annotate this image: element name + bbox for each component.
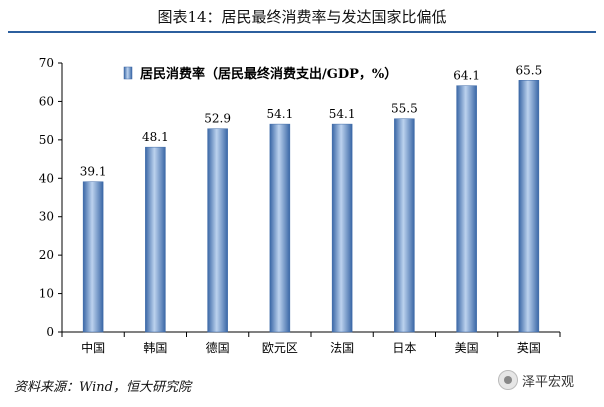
data-label: 55.5 xyxy=(391,102,418,116)
y-tick-label: 0 xyxy=(46,325,54,339)
watermark: 泽平宏观 xyxy=(498,370,574,390)
data-label: 39.1 xyxy=(80,165,107,179)
y-tick-label: 50 xyxy=(39,133,54,147)
wechat-icon xyxy=(498,370,518,390)
data-label: 48.1 xyxy=(142,130,169,144)
y-tick-label: 10 xyxy=(39,287,54,301)
source-note: 资料来源：Wind，恒大研究院 xyxy=(14,380,191,395)
bar xyxy=(518,80,540,333)
watermark-text: 泽平宏观 xyxy=(522,374,575,390)
bar xyxy=(145,146,166,333)
y-tick-label: 20 xyxy=(39,248,54,262)
y-tick-label: 40 xyxy=(39,171,54,185)
data-label: 64.1 xyxy=(453,69,480,83)
x-tick-label: 韩国 xyxy=(143,340,167,355)
title-divider xyxy=(8,31,596,33)
x-tick-label: 中国 xyxy=(81,340,105,355)
bar xyxy=(331,123,353,333)
x-tick-label: 德国 xyxy=(206,340,230,355)
y-tick-label: 30 xyxy=(39,210,54,224)
bar xyxy=(269,123,291,333)
data-label: 52.9 xyxy=(204,112,231,126)
bar xyxy=(394,118,415,333)
legend-label: 居民消费率（居民最终消费支出/GDP，%） xyxy=(140,66,397,82)
data-label: 54.1 xyxy=(267,107,294,121)
data-label: 65.5 xyxy=(516,63,543,77)
x-tick-label: 美国 xyxy=(455,341,479,355)
x-tick-label: 法国 xyxy=(330,341,354,355)
bar xyxy=(82,181,104,333)
x-tick-label: 英国 xyxy=(517,341,541,355)
legend-swatch xyxy=(123,66,133,80)
y-tick-label: 70 xyxy=(39,56,54,70)
bar xyxy=(456,85,477,333)
y-tick-label: 60 xyxy=(39,94,54,108)
chart-title: 图表14：居民最终消费率与发达国家比偏低 xyxy=(157,8,447,26)
data-label: 54.1 xyxy=(329,107,356,121)
bar xyxy=(207,128,228,333)
x-tick-label: 日本 xyxy=(392,341,416,355)
x-tick-label: 欧元区 xyxy=(262,341,298,355)
